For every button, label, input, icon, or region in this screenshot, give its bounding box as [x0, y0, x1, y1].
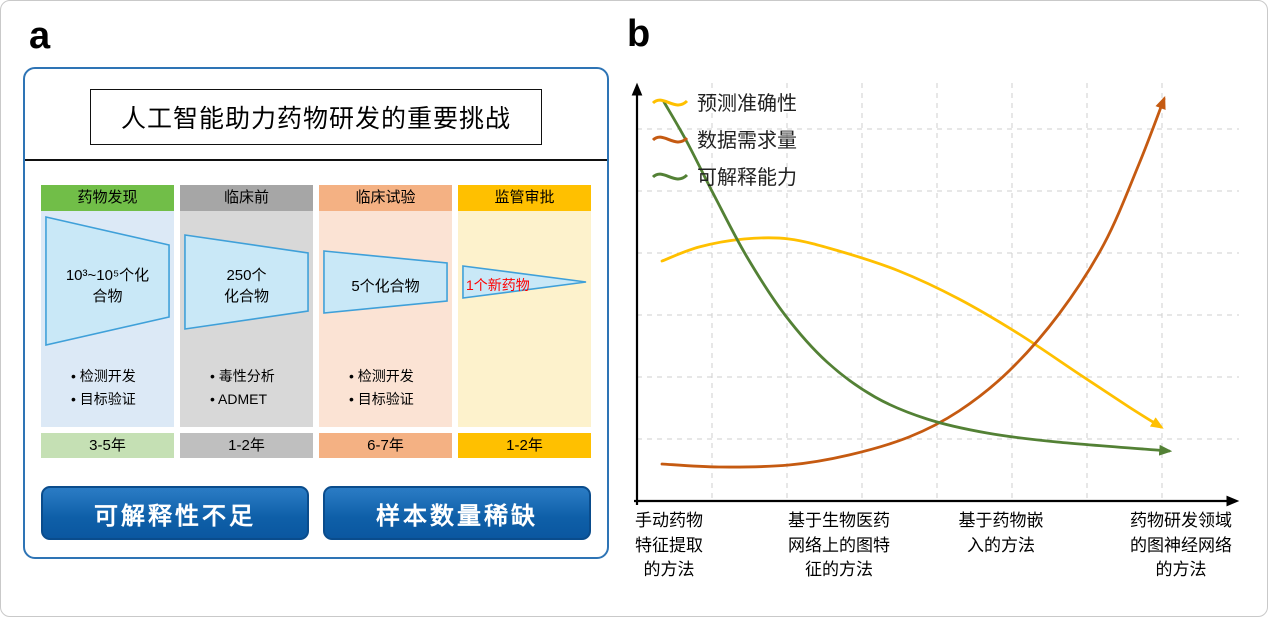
bullet-item: ADMET: [180, 388, 313, 411]
bullet-item: 检测开发: [41, 365, 174, 388]
x-axis-label-manual-features: 手动药物 特征提取 的方法: [635, 511, 703, 580]
stage-duration: 6-7年: [319, 433, 452, 458]
series-line-3: [662, 100, 1173, 456]
funnel-shape-icon: [462, 265, 587, 299]
series-line-2: [660, 95, 1166, 469]
stage-duration: 1-2年: [180, 433, 313, 458]
stage-clinical-trial: 临床试验 5个化合物 检测开发 目标验证 6-7年: [319, 185, 452, 458]
stage-body: 10³~10⁵个化 合物 检测开发 目标验证: [41, 211, 174, 427]
title-section: 人工智能助力药物研发的重要挑战: [25, 69, 607, 161]
panel-title: 人工智能助力药物研发的重要挑战: [89, 89, 542, 145]
legend-swatch-interpretability-icon: [651, 172, 689, 181]
stage-bullets: 检测开发 目标验证: [319, 365, 452, 411]
funnel-shape-icon: [323, 250, 448, 314]
bullet-item: 毒性分析: [180, 365, 313, 388]
chart-grid: [637, 83, 1239, 501]
panel-b-label: b: [627, 13, 651, 55]
compound-count-label: 250个 化合物: [223, 267, 269, 305]
x-axis-label-graph-features: 基于生物医药 网络上的图特 征的方法: [788, 511, 890, 580]
stage-bullets: 检测开发 目标验证: [41, 365, 174, 411]
funnel-shape-icon: [184, 234, 309, 330]
banner-interpretability: 可解释性不足: [41, 486, 309, 540]
stage-bullets: 毒性分析 ADMET: [180, 365, 313, 411]
chart-legend: 预测准确性 数据需求量 可解释能力: [651, 92, 797, 189]
legend-label-interpretability: 可解释能力: [697, 166, 797, 189]
compound-count-label: 5个化合物: [351, 277, 420, 295]
bullet-item: 检测开发: [319, 365, 452, 388]
bullet-item: 目标验证: [319, 388, 452, 411]
chart-series: [660, 95, 1173, 469]
legend-swatch-accuracy-icon: [651, 98, 689, 107]
banner-sample-scarcity: 样本数量稀缺: [323, 486, 591, 540]
funnel-shape-icon: [45, 215, 170, 347]
stage-header: 临床前: [180, 185, 313, 211]
stage-header: 临床试验: [319, 185, 452, 211]
new-drug-label: 1个新药物: [466, 277, 530, 294]
legend-swatch-data-demand-icon: [651, 135, 689, 144]
chart-axes: [631, 82, 1240, 507]
stage-drug-discovery: 药物发现 10³~10⁵个化 合物 检测开发 目标验证 3-5年: [41, 185, 174, 458]
stage-header: 药物发现: [41, 185, 174, 211]
legend-label-data-demand: 数据需求量: [697, 129, 797, 152]
stage-body: 1个新药物: [458, 211, 591, 427]
series-line-1: [660, 236, 1164, 429]
challenge-banners: 可解释性不足 样本数量稀缺: [25, 486, 607, 540]
stage-duration: 1-2年: [458, 433, 591, 458]
panel-a-label: a: [29, 15, 51, 57]
stage-body: 250个 化合物 毒性分析 ADMET: [180, 211, 313, 427]
legend-label-accuracy: 预测准确性: [697, 92, 797, 115]
stage-header: 监管审批: [458, 185, 591, 211]
stage-regulatory-approval: 监管审批 1个新药物 1-2年: [458, 185, 591, 458]
stage-preclinical: 临床前 250个 化合物 毒性分析 ADMET 1-2年: [180, 185, 313, 458]
compound-count-label: 10³~10⁵个化 合物: [65, 267, 150, 305]
bullet-item: 目标验证: [41, 388, 174, 411]
methods-comparison-line-chart: 预测准确性 数据需求量 可解释能力: [631, 82, 1240, 507]
drug-development-challenges-panel: 人工智能助力药物研发的重要挑战 药物发现 10³~10⁵个化 合物 检测开发 目…: [23, 67, 609, 559]
pipeline-stages: 药物发现 10³~10⁵个化 合物 检测开发 目标验证 3-5年 临床前: [25, 161, 607, 458]
x-axis-label-gnn-methods: 药物研发领域 的图神经网络 的方法: [1130, 511, 1232, 580]
stage-body: 5个化合物 检测开发 目标验证: [319, 211, 452, 427]
stage-duration: 3-5年: [41, 433, 174, 458]
x-axis-label-drug-embedding: 基于药物嵌 入的方法: [958, 511, 1044, 555]
